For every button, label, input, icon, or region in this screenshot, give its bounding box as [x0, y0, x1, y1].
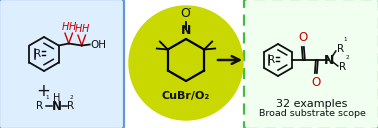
- Text: H: H: [69, 22, 76, 32]
- Text: O: O: [180, 7, 190, 20]
- Text: R: R: [339, 62, 346, 72]
- Text: N: N: [324, 54, 334, 67]
- Text: N: N: [181, 24, 191, 37]
- Text: $^{2}$: $^{2}$: [70, 94, 74, 103]
- Text: ·: ·: [188, 3, 192, 16]
- Text: O: O: [299, 31, 308, 44]
- Text: R: R: [268, 55, 275, 65]
- Text: OH: OH: [91, 40, 107, 50]
- Text: R: R: [337, 44, 344, 54]
- Text: $^{2}$: $^{2}$: [345, 55, 350, 64]
- Text: +: +: [36, 82, 50, 100]
- Text: $^{1}$: $^{1}$: [343, 36, 348, 45]
- Text: H: H: [82, 24, 89, 34]
- Text: O: O: [312, 76, 321, 89]
- Text: H: H: [53, 93, 61, 103]
- Text: H: H: [61, 22, 69, 32]
- FancyBboxPatch shape: [0, 0, 124, 128]
- Text: Broad substrate scope: Broad substrate scope: [259, 109, 366, 119]
- Text: H: H: [74, 24, 82, 34]
- Circle shape: [129, 6, 243, 120]
- Text: 32 examples: 32 examples: [276, 99, 348, 109]
- Text: R: R: [36, 101, 43, 111]
- Text: R: R: [67, 101, 74, 111]
- Text: CuBr/O₂: CuBr/O₂: [162, 91, 210, 101]
- Text: R: R: [34, 49, 41, 59]
- Text: N: N: [52, 99, 62, 113]
- Text: $^{1}$: $^{1}$: [45, 94, 51, 103]
- FancyBboxPatch shape: [244, 0, 378, 128]
